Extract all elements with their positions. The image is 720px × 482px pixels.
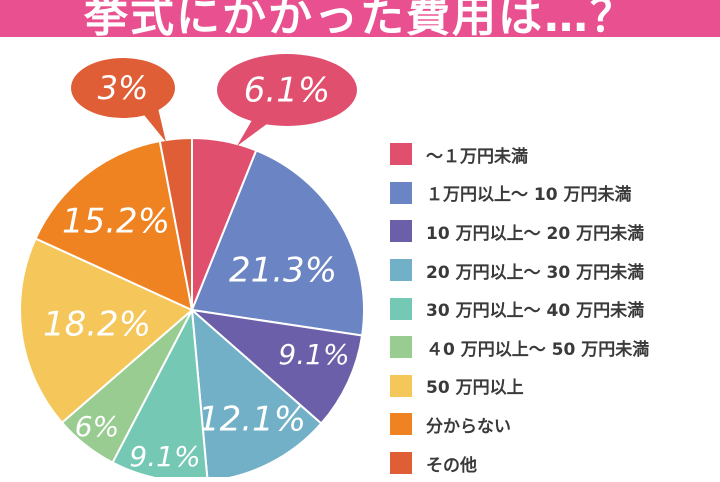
legend-label: １万円以上～ 10 万円未満 bbox=[426, 185, 632, 206]
chart-title: 挙式にかかった費用は…？ bbox=[84, 0, 636, 37]
slice-label: 21.3% bbox=[229, 251, 337, 291]
callout-tail bbox=[140, 108, 166, 142]
title-banner: 挙式にかかった費用は…？ bbox=[0, 0, 720, 37]
pie-slice bbox=[190, 307, 323, 477]
legend-swatch bbox=[390, 297, 412, 320]
legend-item: 分からない bbox=[390, 405, 649, 444]
legend-label: 30 万円以上～ 40 万円未満 bbox=[426, 301, 645, 322]
slice-label: 15.2% bbox=[62, 202, 170, 242]
legend-swatch bbox=[390, 143, 412, 166]
callout-label: 3% bbox=[98, 69, 149, 107]
legend-label: その他 bbox=[426, 455, 477, 476]
legend-label: 10 万円以上～ 20 万円未満 bbox=[426, 223, 645, 244]
legend-item: ４0 万円以上～ 50 万円未満 bbox=[390, 328, 649, 367]
legend-swatch bbox=[390, 336, 412, 359]
slice-label: 9.1% bbox=[278, 338, 349, 371]
slice-label: 18.2% bbox=[43, 305, 151, 345]
legend: ～１万円未満 １万円以上～ 10 万円未満 10 万円以上～ 20 万円未満 20 万… bbox=[390, 135, 649, 482]
legend-label: 20 万円以上～ 30 万円未満 bbox=[426, 262, 645, 283]
legend-item: 50 万円以上 bbox=[390, 367, 649, 406]
legend-swatch bbox=[390, 259, 412, 282]
pie-slice bbox=[188, 308, 364, 425]
legend-swatch bbox=[390, 220, 412, 243]
legend-swatch bbox=[390, 413, 412, 436]
legend-label: 50 万円以上 bbox=[426, 378, 524, 399]
slice-label: 9.1% bbox=[129, 440, 200, 473]
legend-item: 30 万円以上～ 40 万円未満 bbox=[390, 289, 649, 328]
legend-label: ～１万円未満 bbox=[426, 146, 528, 167]
pie-slice bbox=[34, 139, 194, 312]
callout-bubble bbox=[217, 54, 357, 126]
legend-item: ～１万円未満 bbox=[390, 135, 649, 174]
callout-bubble bbox=[71, 58, 175, 118]
callout-label: 6.1% bbox=[244, 71, 330, 111]
pie-slice bbox=[190, 149, 365, 337]
legend-label: 分からない bbox=[426, 416, 511, 437]
legend-item: その他 bbox=[390, 444, 649, 482]
legend-item: 10 万円以上～ 20 万円未満 bbox=[390, 212, 649, 251]
pie-slice bbox=[19, 237, 194, 425]
legend-swatch bbox=[390, 452, 412, 475]
slice-label: 12.1% bbox=[198, 400, 306, 440]
pie-slice bbox=[158, 136, 193, 311]
legend-label: ４0 万円以上～ 50 万円未満 bbox=[426, 339, 650, 360]
legend-item: 20 万円以上～ 30 万円未満 bbox=[390, 251, 649, 290]
pie-slice bbox=[111, 306, 209, 477]
slice-label: 6% bbox=[75, 410, 119, 443]
legend-swatch bbox=[390, 181, 412, 204]
legend-swatch bbox=[390, 374, 412, 397]
legend-item: １万円以上～ 10 万円未満 bbox=[390, 174, 649, 213]
